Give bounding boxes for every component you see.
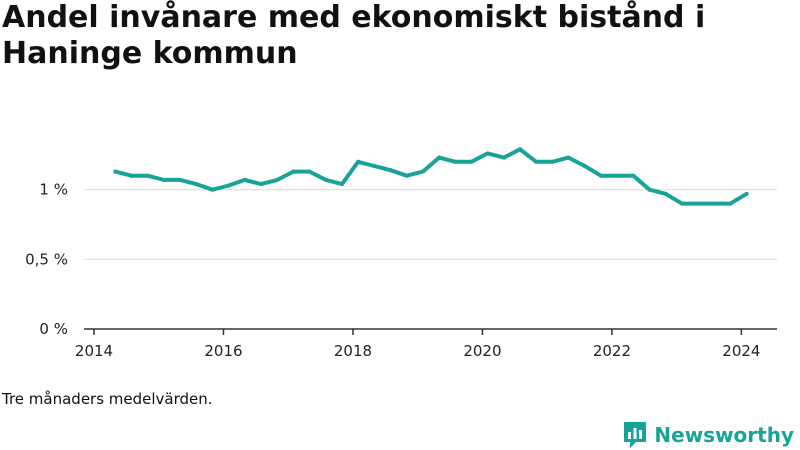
data-point — [210, 187, 215, 192]
data-point — [323, 177, 328, 182]
series-line — [113, 147, 749, 206]
data-point — [226, 183, 231, 188]
data-point — [631, 173, 636, 178]
x-tick-label: 2018 — [334, 342, 372, 360]
data-point — [291, 169, 296, 174]
data-point — [372, 163, 377, 168]
data-point — [582, 163, 587, 168]
data-point — [453, 159, 458, 164]
brand-name: Newsworthy — [654, 423, 794, 447]
data-point — [178, 177, 183, 182]
data-point — [615, 173, 620, 178]
data-point — [501, 155, 506, 160]
data-point — [404, 173, 409, 178]
newsworthy-logo-icon — [624, 422, 647, 448]
gridlines: 0 % 0,5 % 1 % — [25, 181, 777, 338]
data-point — [696, 201, 701, 206]
data-point — [388, 168, 393, 173]
data-point — [534, 159, 539, 164]
y-tick-label: 0 % — [39, 320, 68, 338]
data-point — [259, 182, 264, 187]
data-point — [356, 159, 361, 164]
data-point — [744, 191, 749, 196]
data-point — [728, 201, 733, 206]
brand-logo: Newsworthy — [622, 420, 794, 450]
data-point — [485, 151, 490, 156]
data-point — [145, 173, 150, 178]
data-point — [469, 159, 474, 164]
x-tick-label: 2016 — [204, 342, 242, 360]
chart-title: Andel invånare med ekonomiskt bistånd i … — [2, 0, 706, 71]
data-point — [194, 182, 199, 187]
y-tick-label: 0,5 % — [25, 250, 68, 268]
data-point — [420, 169, 425, 174]
x-tick-label: 2020 — [463, 342, 501, 360]
x-tick-label: 2022 — [593, 342, 631, 360]
data-point — [517, 147, 522, 152]
data-point — [275, 177, 280, 182]
x-tick-label: 2014 — [75, 342, 113, 360]
series-layer — [113, 147, 749, 206]
y-tick-label: 1 % — [39, 181, 68, 199]
data-point — [647, 187, 652, 192]
data-point — [598, 173, 603, 178]
data-point — [242, 177, 247, 182]
data-point — [550, 159, 555, 164]
x-tick-label: 2024 — [722, 342, 760, 360]
data-point — [663, 191, 668, 196]
data-point — [161, 177, 166, 182]
data-point — [129, 173, 134, 178]
data-point — [113, 169, 118, 174]
data-point — [437, 155, 442, 160]
data-point — [679, 201, 684, 206]
chart-note: Tre månaders medelvärden. — [2, 390, 213, 408]
x-axis: 2014 2016 2018 2020 2022 2024 — [75, 328, 777, 360]
data-point — [307, 169, 312, 174]
data-point — [566, 155, 571, 160]
data-point — [339, 182, 344, 187]
data-point — [712, 201, 717, 206]
